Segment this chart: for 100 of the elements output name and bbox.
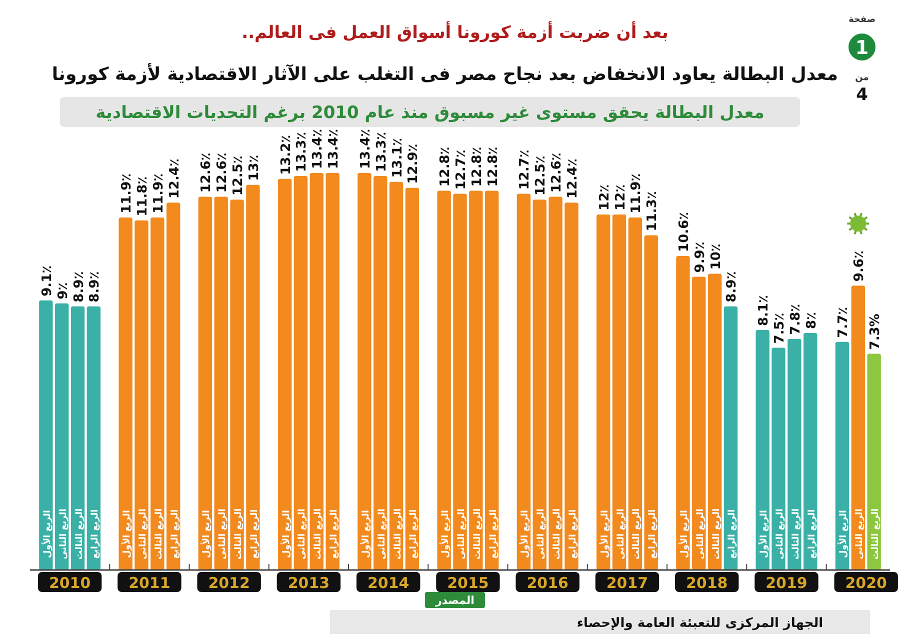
bar [86, 306, 101, 570]
data-label: 13.3٪ [374, 132, 390, 172]
bar [70, 306, 85, 570]
x-tick-label: الربع الثانى [138, 508, 148, 560]
data-label: 12.4٪ [565, 158, 580, 199]
x-tick-label: الربع الرابع [90, 509, 101, 559]
x-tick-label: الربع الثالث [74, 508, 85, 560]
text: 2018 [686, 574, 728, 592]
data-label: 9.1٪ [40, 265, 55, 296]
x-tick-label: الربع الرابع [648, 509, 658, 559]
text: 2017 [606, 574, 648, 592]
text: 1 [855, 37, 869, 59]
x-tick-label: الربع الأول [280, 510, 292, 558]
bar [788, 338, 802, 570]
x-tick-label: الربع الرابع [170, 509, 180, 559]
bar [214, 196, 228, 570]
bar [485, 190, 499, 570]
data-label: 13.4٪ [310, 128, 326, 169]
data-label: 12.8٪ [438, 146, 454, 187]
x-tick-label: الربع الثالث [314, 508, 324, 560]
data-label: 13.4٪ [326, 128, 342, 169]
x-tick-label: الربع الثانى [536, 508, 547, 560]
bar [772, 348, 786, 570]
x-tick-label: الربع الثانى [616, 508, 626, 560]
data-label: 12٪ [613, 184, 628, 210]
data-label: 11.8٪ [135, 176, 150, 216]
bar [692, 276, 706, 570]
x-tick-label: الربع الثانى [58, 508, 69, 560]
x-tick-label: الربع الأول [758, 510, 770, 558]
x-tick-label: الربع الثالث [632, 508, 642, 560]
bar [294, 176, 308, 570]
data-label: 8.9٪ [88, 271, 103, 302]
data-label: 8.9٪ [724, 271, 740, 302]
x-tick-label: الربع الثالث [234, 508, 244, 560]
data-label: 12.6٪ [550, 152, 565, 193]
data-label: 12.7٪ [518, 150, 533, 190]
x-tick-label: الربع الرابع [568, 509, 578, 559]
bar [389, 182, 404, 570]
data-label: 8٪ [804, 312, 820, 329]
data-label: 13.4٪ [358, 128, 374, 169]
x-tick-label: الربع الثالث [154, 508, 164, 560]
x-tick-label: الربع الثانى [696, 508, 706, 560]
x-tick-label: الربع الثانى [457, 508, 467, 560]
bar [278, 178, 292, 570]
bar [724, 306, 738, 570]
bar [676, 256, 690, 570]
bar [851, 286, 865, 570]
text: 4 [856, 85, 868, 105]
data-label: 12.8٪ [470, 146, 485, 187]
text: 2011 [128, 574, 170, 592]
x-tick-label: الربع الأول [837, 510, 850, 558]
x-tick-label: الربع الرابع [807, 509, 818, 559]
text: الجهاز المركزى للتعبئة العامة والإحصاء [576, 616, 824, 631]
bar [374, 176, 388, 570]
x-tick-label: الربع الثالث [393, 508, 404, 560]
data-label: 8.9٪ [72, 271, 87, 302]
bar [134, 220, 148, 570]
bar [564, 202, 578, 570]
bar [55, 303, 69, 570]
x-tick-label: الربع الرابع [728, 509, 738, 559]
bar [198, 196, 212, 570]
data-label: 12.6٪ [199, 152, 214, 193]
x-tick-label: الربع الأول [518, 510, 531, 558]
text: بعد أن ضربت أزمة كورونا أسواق العمل فى العالم.. [242, 21, 668, 43]
data-label: 11.9٪ [151, 173, 166, 214]
x-tick-label: الربع الثالث [871, 508, 882, 560]
bar [150, 217, 164, 570]
data-label: 12.9٪ [406, 144, 422, 184]
bar [246, 184, 260, 570]
x-tick-label: الربع الرابع [409, 509, 420, 559]
data-label: 8.1٪ [756, 294, 772, 326]
bar [708, 274, 722, 570]
x-tick-label: الربع الثانى [218, 508, 228, 560]
x-tick-label: الربع الأول [120, 510, 133, 558]
text: صفحة [848, 15, 876, 25]
text: 2020 [845, 574, 887, 592]
data-label: 12.8٪ [486, 146, 501, 187]
bar [230, 200, 244, 570]
bar [612, 214, 626, 570]
data-label: 11.3٪ [645, 191, 660, 232]
bar [756, 330, 770, 570]
data-label: 7.8٪ [788, 304, 804, 335]
bar [644, 235, 658, 570]
x-tick-label: الربع الأول [598, 510, 610, 558]
bar [867, 354, 881, 570]
x-tick-label: الربع الثانى [855, 508, 866, 560]
x-tick-label: الربع الثانى [377, 508, 388, 560]
data-label: 9.9٪ [692, 242, 708, 273]
text: 2010 [48, 574, 91, 592]
data-label: 13.2٪ [278, 134, 294, 175]
data-label: 11.9٪ [629, 173, 644, 214]
data-label: 9.6٪ [852, 250, 868, 282]
bar [596, 214, 610, 570]
chart-title: معدل البطالة يعاود الانخفاض بعد نجاح مصر فى التغلب على الآثار الاقتصادية لأزمة كورونا [52, 63, 838, 85]
x-tick-label: الربع الثالث [791, 508, 802, 560]
data-label: 9٪ [56, 282, 71, 300]
data-label: 12.4٪ [167, 158, 182, 199]
data-label: 13٪ [246, 154, 262, 181]
data-label: 12.7٪ [454, 150, 469, 190]
bar [532, 200, 546, 570]
